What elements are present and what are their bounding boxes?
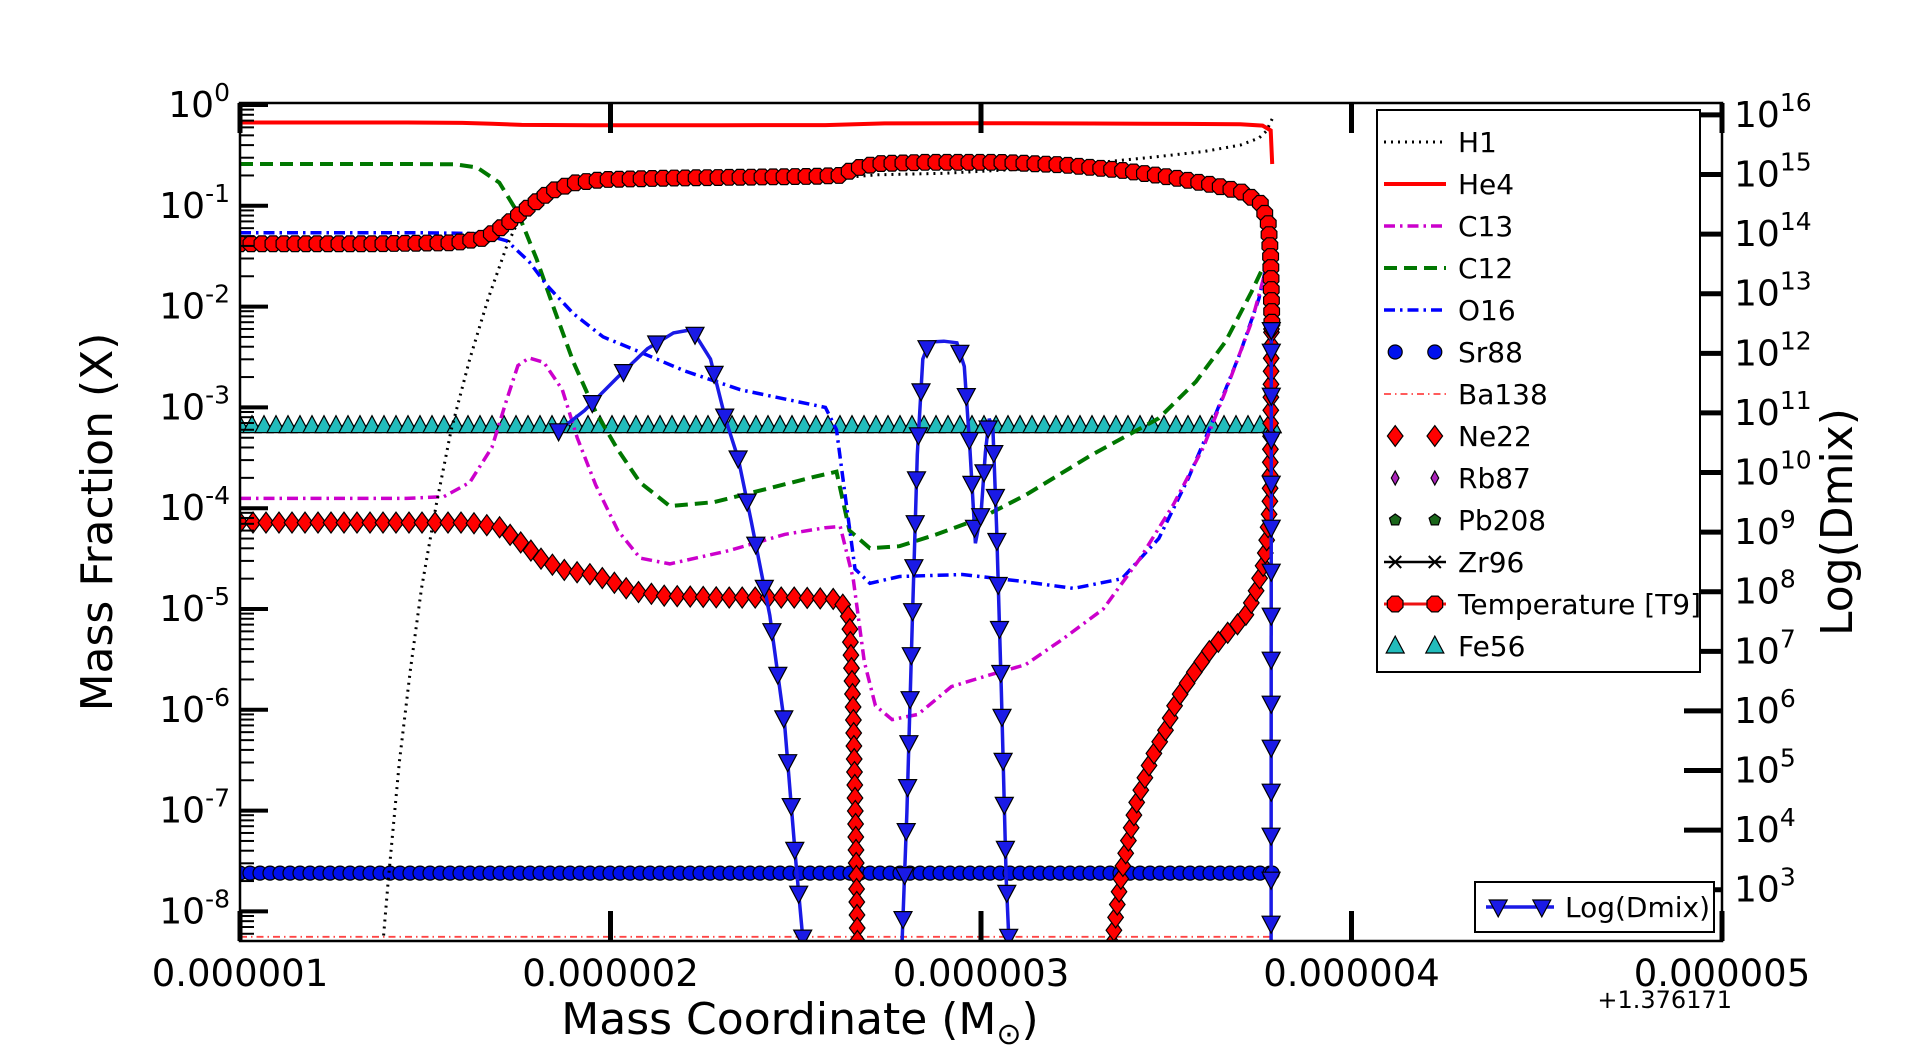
y-left-axis-label: Mass Fraction (X)	[72, 333, 123, 712]
series-C13	[240, 224, 1274, 722]
legend-item-H1: H1	[1384, 126, 1497, 159]
plot-series	[240, 118, 1283, 941]
y-right-tick-label: 106	[1734, 684, 1796, 732]
y-left-tick-label: 100	[168, 78, 230, 126]
y-right-tick-label: 1012	[1734, 326, 1812, 374]
axes-frame: 0.000001 0.000002 0.000003 0.000004 0.000005…	[152, 78, 1812, 995]
legend-item-Temperature-T9-: Temperature [T9]	[1384, 588, 1701, 621]
legend-dmix: Log(Dmix)	[1474, 881, 1715, 933]
y-left-tick-label: 10-2	[159, 280, 230, 328]
legend-item-label: Fe56	[1458, 630, 1525, 663]
y-left-tick-label: 10-6	[159, 683, 230, 731]
legend-item-Zr96: Zr96	[1384, 546, 1524, 579]
series-Dmix	[548, 322, 1282, 941]
legend-item-C13: C13	[1384, 210, 1513, 243]
legend-item-C12: C12	[1384, 252, 1513, 285]
x-tick-label: 0.000002	[522, 952, 699, 995]
y-right-tick-label: 1015	[1734, 148, 1812, 196]
y-right-tick-label: 105	[1734, 744, 1796, 792]
y-left-tick-label: 10-3	[159, 380, 230, 428]
legend-item-Fe56: Fe56	[1385, 630, 1525, 663]
y-left-tick-label: 10-1	[159, 179, 230, 227]
y-right-tick-label: 1010	[1734, 446, 1812, 494]
legend-item-label: Rb87	[1458, 462, 1531, 495]
legend-item-label: Sr88	[1458, 336, 1523, 369]
series-C12	[240, 162, 1275, 551]
y-right-axis-label: Log(Dmix)	[1812, 408, 1863, 636]
y-left-tick-label: 10-8	[159, 884, 230, 932]
x-tick-label: 0.000001	[152, 952, 329, 995]
legend-item-Ba138: Ba138	[1384, 378, 1548, 411]
y-right-tick-label: 109	[1734, 505, 1796, 553]
x-tick-label: 0.000003	[893, 952, 1070, 995]
y-left-tick-label: 10-7	[159, 784, 230, 832]
legend-dmix-label: Log(Dmix)	[1565, 891, 1710, 924]
y-right-tick-label: 108	[1734, 565, 1796, 613]
series-He4	[240, 120, 1275, 165]
legend-item-Pb208: Pb208	[1388, 504, 1546, 537]
legend-item-Sr88: Sr88	[1387, 336, 1523, 369]
legend-item-label: Zr96	[1458, 546, 1524, 579]
y-left-tick-label: 10-5	[159, 582, 230, 630]
legend-item-Rb87: Rb87	[1390, 462, 1531, 495]
legend-item-label: O16	[1458, 294, 1516, 327]
legend-item-label: Ba138	[1458, 378, 1548, 411]
legend-item-label: H1	[1458, 126, 1497, 159]
x-tick-label: 0.000004	[1263, 952, 1440, 995]
series-Fe56	[240, 414, 1283, 434]
legend-main: H1 He4 C13 C12 O16 Sr88 Ba138 Ne22 Rb87 Pb208 Zr96…	[1376, 109, 1701, 673]
y-right-tick-label: 1014	[1734, 207, 1812, 255]
legend-item-label: C13	[1458, 210, 1513, 243]
series-O16	[240, 231, 1274, 591]
legend-item-Ne22: Ne22	[1386, 420, 1532, 453]
y-right-tick-label: 1013	[1734, 267, 1812, 315]
y-right-tick-label: 1016	[1734, 88, 1812, 136]
series-Temperature-T9-	[240, 153, 1281, 331]
legend-item-He4: He4	[1384, 168, 1514, 201]
y-right-tick-label: 104	[1734, 803, 1796, 851]
x-axis-label: Mass Coordinate (M⊙)	[561, 994, 1038, 1052]
y-left-tick-label: 10-4	[159, 481, 230, 529]
legend-item-label: C12	[1458, 252, 1513, 285]
legend-main-box	[1376, 109, 1701, 673]
legend-item-O16: O16	[1384, 294, 1516, 327]
x-tick-label: 0.000005	[1634, 952, 1811, 995]
y-right-tick-label: 103	[1734, 863, 1796, 911]
legend-item-label: He4	[1458, 168, 1514, 201]
legend-item-label: Pb208	[1458, 504, 1546, 537]
y-right-tick-label: 1011	[1734, 386, 1812, 434]
legend-item-label: Temperature [T9]	[1457, 588, 1701, 621]
y-right-tick-label: 107	[1734, 624, 1796, 672]
x-axis-offset-text: +1.376171	[1597, 986, 1732, 1014]
legend-item-label: Ne22	[1458, 420, 1532, 453]
